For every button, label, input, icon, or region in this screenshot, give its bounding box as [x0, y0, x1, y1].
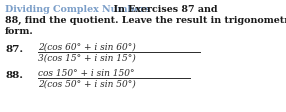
Text: In Exercises 87 and: In Exercises 87 and — [107, 5, 217, 14]
Text: 87.: 87. — [5, 45, 23, 54]
Text: cos 150° + i sin 150°: cos 150° + i sin 150° — [38, 68, 134, 77]
Text: Dividing Complex Numbers: Dividing Complex Numbers — [5, 5, 150, 14]
Text: 88.: 88. — [5, 71, 23, 80]
Text: 3(cos 15° + i sin 15°): 3(cos 15° + i sin 15°) — [38, 54, 136, 62]
Text: 2(cos 60° + i sin 60°): 2(cos 60° + i sin 60°) — [38, 43, 136, 52]
Text: 2(cos 50° + i sin 50°): 2(cos 50° + i sin 50°) — [38, 79, 136, 88]
Text: 88, find the quotient. Leave the result in trigonometric: 88, find the quotient. Leave the result … — [5, 16, 286, 25]
Text: form.: form. — [5, 27, 34, 36]
